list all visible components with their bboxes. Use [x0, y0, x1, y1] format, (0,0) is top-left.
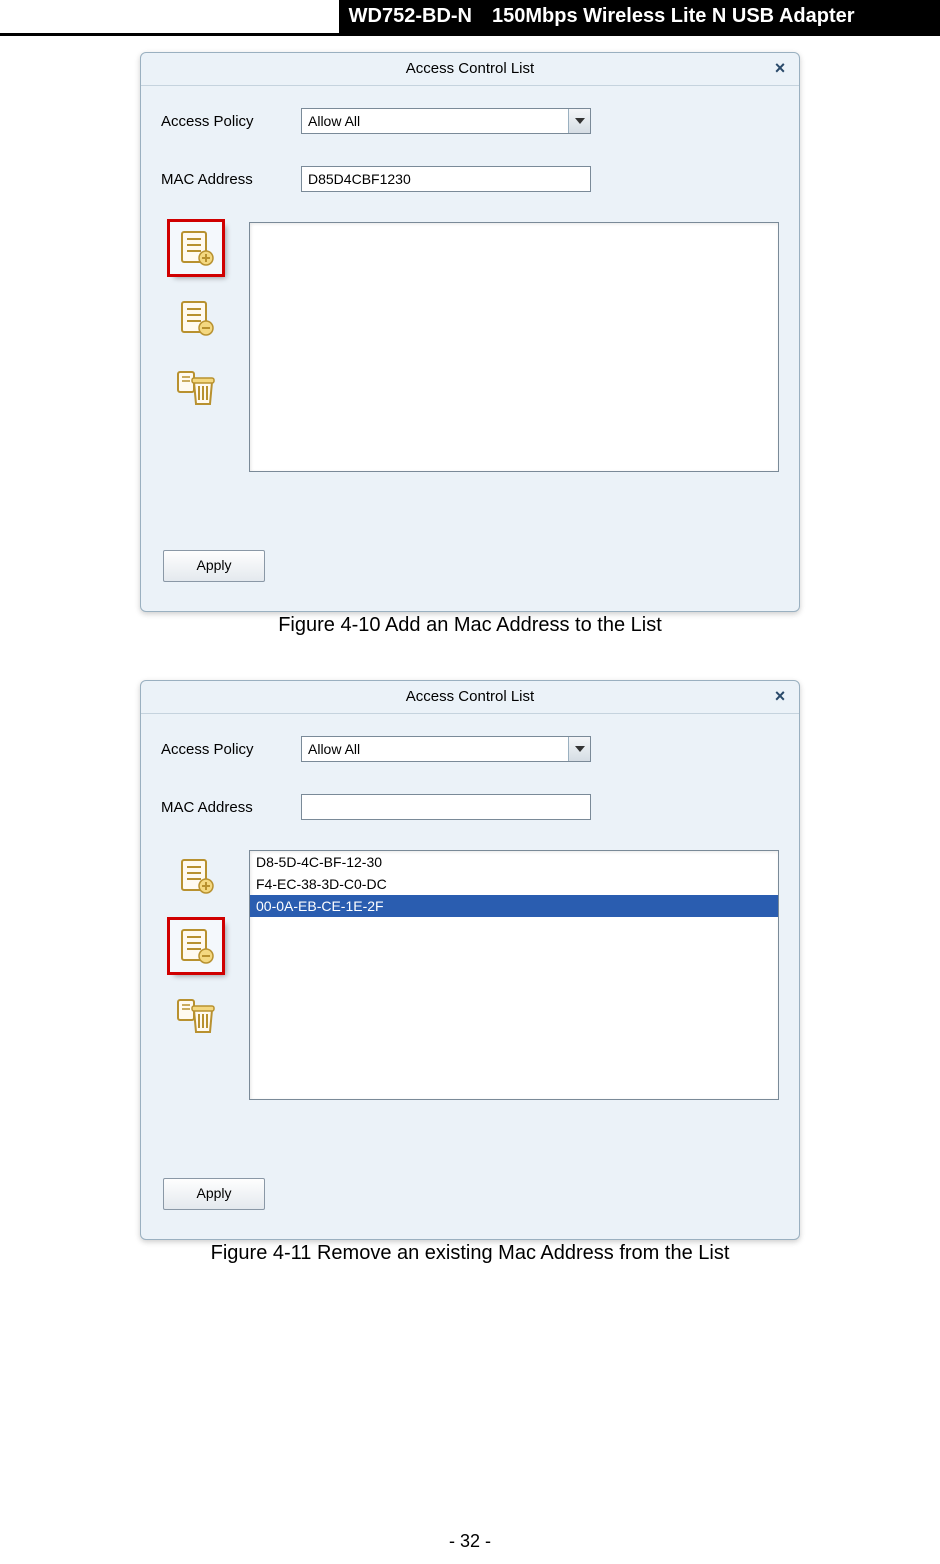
main-row: D8-5D-4C-BF-12-30F4-EC-38-3D-C0-DC00-0A-…	[161, 850, 779, 1100]
icon-column	[161, 850, 231, 1100]
add-list-icon	[176, 228, 216, 268]
access-policy-row: Access Policy Allow All	[161, 734, 779, 764]
dialog-title: Access Control List	[406, 688, 534, 705]
acl-dialog-1: Access Control List × Access Policy Allo…	[140, 52, 800, 612]
header-model: WD752-BD-N	[339, 0, 482, 33]
remove-mac-button[interactable]	[170, 920, 222, 972]
mac-address-row: MAC Address	[161, 792, 779, 822]
apply-button[interactable]: Apply	[163, 550, 265, 582]
mac-listbox[interactable]: D8-5D-4C-BF-12-30F4-EC-38-3D-C0-DC00-0A-…	[249, 850, 779, 1100]
access-policy-value: Allow All	[308, 741, 360, 757]
chevron-down-icon	[568, 737, 590, 761]
add-mac-button[interactable]	[170, 850, 222, 902]
mac-listbox[interactable]	[249, 222, 779, 472]
mac-address-value: D85D4CBF1230	[308, 171, 411, 187]
remove-mac-button[interactable]	[170, 292, 222, 344]
dialog-titlebar: Access Control List ×	[141, 681, 799, 714]
mac-address-input[interactable]: D85D4CBF1230	[301, 166, 591, 192]
list-item[interactable]: 00-0A-EB-CE-1E-2F	[250, 895, 778, 917]
access-policy-dropdown[interactable]: Allow All	[301, 736, 591, 762]
access-policy-row: Access Policy Allow All	[161, 106, 779, 136]
icon-column	[161, 222, 231, 472]
remove-list-icon	[176, 926, 216, 966]
acl-dialog-2: Access Control List × Access Policy Allo…	[140, 680, 800, 1240]
apply-button[interactable]: Apply	[163, 1178, 265, 1210]
page-number: - 32 -	[0, 1531, 940, 1552]
page-header: WD752-BD-N 150Mbps Wireless Lite N USB A…	[0, 0, 940, 36]
remove-list-icon	[176, 298, 216, 338]
access-policy-dropdown[interactable]: Allow All	[301, 108, 591, 134]
chevron-down-icon	[568, 109, 590, 133]
mac-address-input[interactable]	[301, 794, 591, 820]
access-policy-value: Allow All	[308, 113, 360, 129]
add-list-icon	[176, 856, 216, 896]
list-item[interactable]: D8-5D-4C-BF-12-30	[250, 851, 778, 873]
add-mac-button[interactable]	[170, 222, 222, 274]
delete-all-button[interactable]	[170, 990, 222, 1042]
access-policy-label: Access Policy	[161, 113, 301, 130]
mac-address-row: MAC Address D85D4CBF1230	[161, 164, 779, 194]
dialog-body: Access Policy Allow All MAC Address	[141, 714, 799, 1240]
dialog-titlebar: Access Control List ×	[141, 53, 799, 86]
close-button[interactable]: ×	[769, 685, 791, 707]
mac-address-label: MAC Address	[161, 799, 301, 816]
figure-1-caption: Figure 4-10 Add an Mac Address to the Li…	[140, 614, 800, 637]
close-button[interactable]: ×	[769, 57, 791, 79]
dialog-title: Access Control List	[406, 60, 534, 77]
figure-2: Access Control List × Access Policy Allo…	[140, 680, 800, 1265]
close-icon: ×	[775, 686, 786, 706]
header-title: 150Mbps Wireless Lite N USB Adapter	[482, 0, 940, 33]
dialog-body: Access Policy Allow All MAC Address D85D…	[141, 86, 799, 612]
figure-1: Access Control List × Access Policy Allo…	[140, 52, 800, 637]
main-row	[161, 222, 779, 472]
trash-icon	[174, 366, 218, 410]
page: WD752-BD-N 150Mbps Wireless Lite N USB A…	[0, 0, 940, 1564]
access-policy-label: Access Policy	[161, 741, 301, 758]
delete-all-button[interactable]	[170, 362, 222, 414]
mac-address-label: MAC Address	[161, 171, 301, 188]
list-item[interactable]: F4-EC-38-3D-C0-DC	[250, 873, 778, 895]
close-icon: ×	[775, 58, 786, 78]
figure-2-caption: Figure 4-11 Remove an existing Mac Addre…	[140, 1242, 800, 1265]
trash-icon	[174, 994, 218, 1038]
